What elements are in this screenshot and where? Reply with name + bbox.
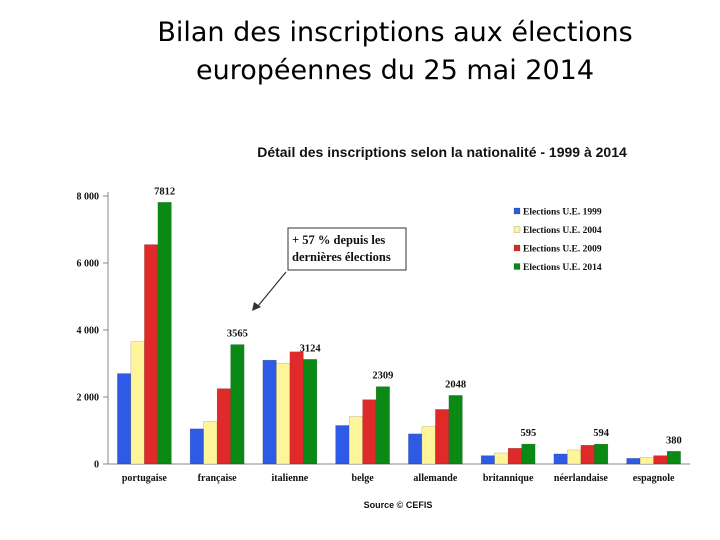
slide-title-line-2: européennes du 25 mai 2014	[195, 55, 594, 86]
y-tick-label: 6 000	[77, 259, 100, 270]
bar	[157, 202, 172, 465]
category-label: française	[198, 473, 237, 484]
category-labels: portugaise française italienne belge alleman…	[122, 473, 675, 484]
legend: Elections U.E. 1999 Elections U.E. 2004 El…	[505, 204, 623, 282]
bar	[639, 457, 654, 465]
bar	[117, 373, 132, 465]
bar	[626, 458, 641, 465]
legend-label: Elections U.E. 2014	[523, 263, 602, 273]
bar	[216, 388, 231, 465]
bar	[230, 344, 245, 465]
slide-title: Bilan des inscriptions aux élections eur…	[0, 14, 720, 90]
legend-label: Elections U.E. 1999	[523, 208, 602, 218]
slide-title-line-1: Bilan des inscriptions aux élections	[157, 17, 633, 48]
data-label: 3124	[300, 343, 322, 354]
bar	[362, 399, 377, 465]
bar	[348, 416, 363, 465]
y-tick-label: 8 000	[77, 192, 100, 203]
data-label: 594	[593, 428, 610, 439]
legend-label: Elections U.E. 2004	[523, 226, 602, 236]
bar	[553, 453, 568, 465]
bar	[276, 363, 291, 465]
data-label: 7812	[154, 186, 175, 197]
data-label: 2309	[372, 371, 393, 382]
bar	[448, 395, 463, 465]
y-tick-label: 4 000	[77, 326, 100, 337]
bar	[335, 425, 350, 465]
bar	[262, 359, 277, 465]
bar	[375, 386, 390, 465]
bar	[507, 448, 522, 465]
category-label: belge	[352, 473, 375, 484]
legend-swatch	[513, 263, 521, 270]
category-label: espagnole	[633, 473, 675, 484]
bar	[303, 359, 318, 465]
legend-swatch	[513, 244, 521, 252]
data-label: 3565	[227, 329, 248, 340]
category-label: italienne	[272, 473, 309, 484]
chart-title: Détail des inscriptions selon la nationa…	[257, 144, 627, 160]
annotation-line-2: dernières élections	[292, 250, 391, 264]
bar	[666, 451, 681, 465]
bars	[117, 202, 681, 465]
annotation-arrow-line	[257, 271, 287, 307]
data-label: 595	[521, 428, 537, 439]
bar	[421, 426, 436, 465]
annotation: + 57 % depuis les dernières élections	[252, 227, 407, 311]
legend-swatch	[513, 207, 521, 215]
bar	[144, 244, 159, 465]
bar	[567, 449, 582, 465]
y-tick-label: 2 000	[77, 393, 100, 404]
bar	[189, 428, 204, 465]
bar	[289, 351, 304, 465]
bar	[580, 444, 595, 465]
source-note: Source © CEFIS	[364, 500, 433, 510]
bar	[435, 409, 450, 465]
annotation-arrow-head	[252, 302, 261, 311]
legend-swatch	[513, 226, 521, 233]
annotation-line-1: + 57 % depuis les	[292, 233, 385, 247]
bar	[494, 452, 509, 465]
category-label: britannique	[483, 473, 534, 484]
data-label: 2048	[445, 379, 466, 390]
legend-label: Elections U.E. 2009	[523, 245, 602, 255]
bar	[653, 455, 668, 465]
category-label: portugaise	[122, 473, 168, 484]
y-tick-label: 0	[94, 460, 99, 471]
bar	[521, 443, 536, 465]
bar	[594, 443, 609, 465]
data-labels: 7812 3565 3124 2309 2048 595 594 380	[154, 186, 682, 446]
bar	[203, 421, 218, 465]
bar	[408, 433, 423, 465]
category-label: allemande	[413, 473, 457, 484]
bar	[480, 455, 495, 465]
data-label: 380	[666, 435, 682, 446]
bar	[130, 341, 145, 465]
category-label: néerlandaise	[554, 473, 608, 484]
legend-background	[505, 204, 623, 282]
annotation-box	[287, 227, 407, 271]
